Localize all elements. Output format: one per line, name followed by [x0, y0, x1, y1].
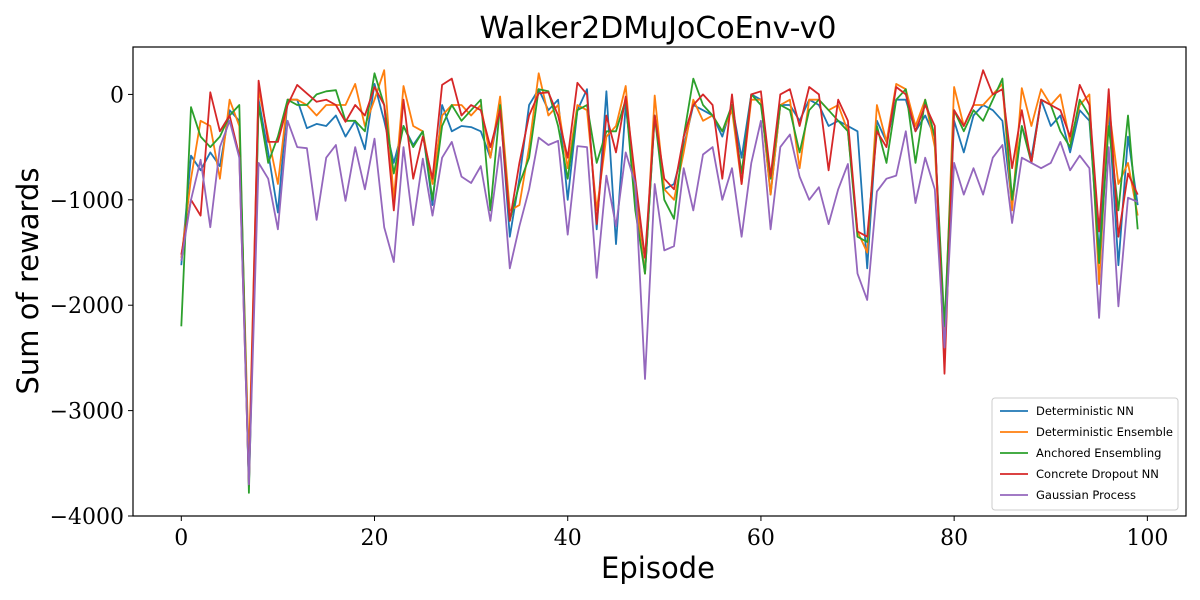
legend-entry-label: Deterministic NN [1036, 404, 1134, 418]
y-tick-label: −3000 [50, 400, 124, 425]
x-tick-label: 100 [1126, 526, 1168, 551]
legend-entry-label: Concrete Dropout NN [1036, 467, 1159, 481]
y-tick-label: −4000 [50, 505, 124, 530]
legend-entry-label: Anchored Ensembling [1036, 446, 1161, 460]
x-tick-label: 80 [940, 526, 968, 551]
series-line-4 [180, 69, 1139, 486]
legend-entry-label: Gaussian Process [1036, 488, 1136, 502]
x-tick-label: 0 [174, 526, 188, 551]
y-tick-label: 0 [110, 83, 124, 108]
series-layer [180, 69, 1139, 494]
y-tick-label: −1000 [50, 189, 124, 214]
ticks-layer: 0 20 40 60 80 100 0 −1000 −2000 −3000 −4000 [50, 83, 1169, 551]
y-axis-label: Sum of rewards [11, 168, 45, 395]
y-tick-label: −2000 [50, 294, 124, 319]
x-tick-label: 20 [361, 526, 389, 551]
plot-area-frame [132, 46, 1187, 517]
x-axis-label: Episode [601, 551, 715, 585]
chart-title: Walker2DMuJoCoEnv-v0 [480, 11, 837, 46]
legend-entry-label: Deterministic Ensemble [1036, 425, 1173, 439]
series-line-5 [180, 119, 1139, 486]
series-line-3 [180, 72, 1139, 494]
legend-box [991, 397, 1179, 511]
x-tick-label: 60 [747, 526, 775, 551]
x-tick-label: 40 [554, 526, 582, 551]
legend: Deterministic NN Deterministic Ensemble An… [991, 397, 1179, 511]
